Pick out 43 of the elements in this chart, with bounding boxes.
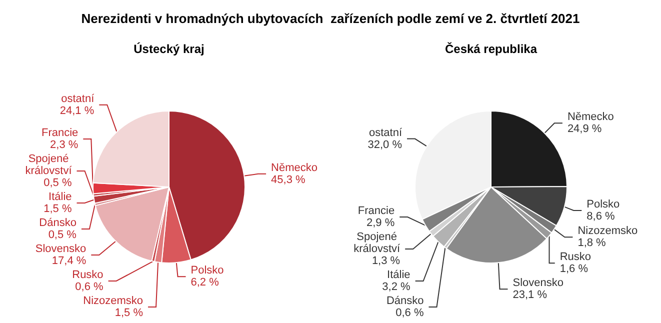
data-label: 1,5 % bbox=[44, 203, 72, 215]
slice-label: Nizozemsko bbox=[578, 225, 638, 238]
slice-label: Polsko bbox=[586, 198, 620, 210]
slice-label: Spojené království bbox=[25, 153, 73, 177]
slice-label: Rusko bbox=[560, 251, 592, 264]
data-label: 0,5 % bbox=[48, 229, 77, 241]
chart-title: Česká republika bbox=[444, 42, 538, 56]
data-label: 6,2 % bbox=[190, 276, 220, 289]
chart-subtitle: Ústecký kraj bbox=[134, 42, 204, 56]
data-label: 1,5 % bbox=[114, 307, 144, 319]
chart-title: Nerezidenti v hromadných ubytovacích zařízeních podle zemí ve 2. čtvrtletí 2021 bbox=[80, 10, 581, 28]
data-label: 2,9 % bbox=[366, 217, 395, 229]
slice-label: Slovensko bbox=[512, 277, 564, 290]
slice-label: Francie bbox=[41, 127, 78, 139]
data-label: 45,3 % bbox=[271, 174, 306, 186]
slice-label: Nizozemsko bbox=[83, 295, 144, 307]
data-label: 24,1 % bbox=[60, 104, 94, 117]
data-label: 0,5 % bbox=[44, 177, 72, 189]
slice-label: Francie bbox=[358, 205, 395, 217]
slice-label: Slovensko bbox=[35, 243, 86, 255]
data-label: 1,3 % bbox=[372, 255, 400, 267]
data-label: 17,4 % bbox=[52, 255, 86, 267]
slice-label: Itálie bbox=[48, 191, 72, 203]
data-label: 8,6 % bbox=[586, 210, 615, 222]
slice-label: ostatní bbox=[368, 126, 403, 139]
data-label: 24,9 % bbox=[567, 123, 602, 136]
data-label: 2,3 % bbox=[50, 139, 78, 151]
data-label: 3,2 % bbox=[382, 281, 411, 293]
slice-label: Polsko bbox=[190, 264, 224, 277]
data-label: 1,6 % bbox=[560, 263, 588, 276]
slice-label: Německo bbox=[271, 162, 318, 174]
data-label: 0,6 % bbox=[75, 281, 104, 293]
data-label: 23,1 % bbox=[512, 289, 548, 302]
slice-label: Spojené království bbox=[354, 231, 402, 255]
slice-label: ostatní bbox=[61, 92, 96, 105]
data-label: 0,6 % bbox=[396, 307, 424, 319]
slice-label: Dánsko bbox=[39, 217, 76, 229]
data-label: 32,0 % bbox=[368, 138, 402, 151]
slice-label: Německo bbox=[567, 111, 614, 124]
slice-label: Itálie bbox=[387, 269, 410, 281]
data-label: 1,8 % bbox=[578, 237, 606, 250]
slice-label: Rusko bbox=[72, 269, 104, 281]
slice-label: Dánsko bbox=[386, 295, 424, 307]
